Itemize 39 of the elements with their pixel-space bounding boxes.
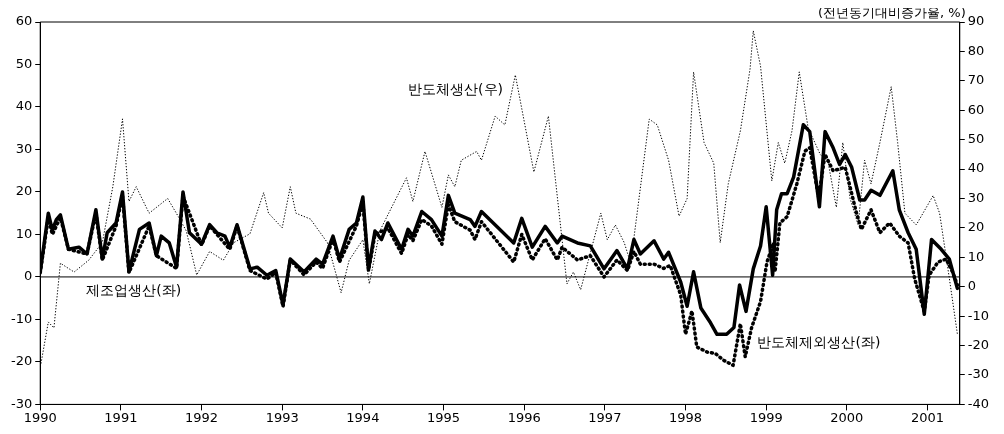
series-label: 반도체생산(우) bbox=[408, 80, 503, 97]
y2-tick-label: -20 bbox=[967, 336, 989, 352]
x-tick-label: 1990 bbox=[23, 409, 57, 425]
y2-tick-label: -30 bbox=[967, 366, 989, 382]
y2-tick-label: 70 bbox=[967, 72, 985, 88]
y2-tick-label: -10 bbox=[967, 307, 989, 323]
y2-tick-label: 10 bbox=[967, 248, 985, 264]
x-tick-label: 2000 bbox=[830, 409, 864, 425]
x-tick-label: 2001 bbox=[910, 409, 945, 425]
y2-tick-label: 60 bbox=[967, 101, 985, 117]
y2-tick-label: 40 bbox=[967, 160, 985, 176]
y2-tick-label: 0 bbox=[967, 278, 977, 294]
y2-tick-label: 30 bbox=[967, 189, 985, 205]
y-tick-label: 40 bbox=[15, 98, 33, 114]
x-tick-label: 1995 bbox=[426, 409, 461, 425]
x-tick-label: 1999 bbox=[749, 409, 783, 425]
series-label: 반도체제외생산(좌) bbox=[757, 333, 881, 350]
y2-tick-label: -40 bbox=[967, 395, 989, 411]
x-tick-label: 1992 bbox=[185, 409, 219, 425]
x-tick-label: 1996 bbox=[507, 409, 541, 425]
x-tick-label: 1991 bbox=[104, 409, 138, 425]
x-tick-label: 1994 bbox=[346, 409, 380, 425]
x-tick-label: 1997 bbox=[588, 409, 622, 425]
y-tick-label: 50 bbox=[15, 55, 33, 71]
y-tick-label: 0 bbox=[23, 268, 33, 284]
y2-tick-label: 20 bbox=[967, 219, 985, 235]
y-tick-label: 10 bbox=[15, 225, 33, 241]
y-tick-label: 60 bbox=[15, 13, 33, 29]
y-tick-label: -10 bbox=[11, 310, 33, 326]
y2-tick-label: 80 bbox=[967, 42, 985, 58]
x-tick-label: 1993 bbox=[265, 409, 299, 425]
y-tick-label: 20 bbox=[15, 183, 33, 199]
y2-tick-label: 90 bbox=[967, 13, 985, 29]
y-tick-label: -30 bbox=[11, 395, 33, 411]
x-tick-label: 1998 bbox=[668, 409, 703, 425]
y-tick-label: -20 bbox=[11, 353, 33, 369]
series-label: 제조업생산(좌) bbox=[86, 281, 182, 298]
y2-tick-label: 50 bbox=[967, 131, 985, 147]
y-tick-label: 30 bbox=[15, 140, 33, 156]
